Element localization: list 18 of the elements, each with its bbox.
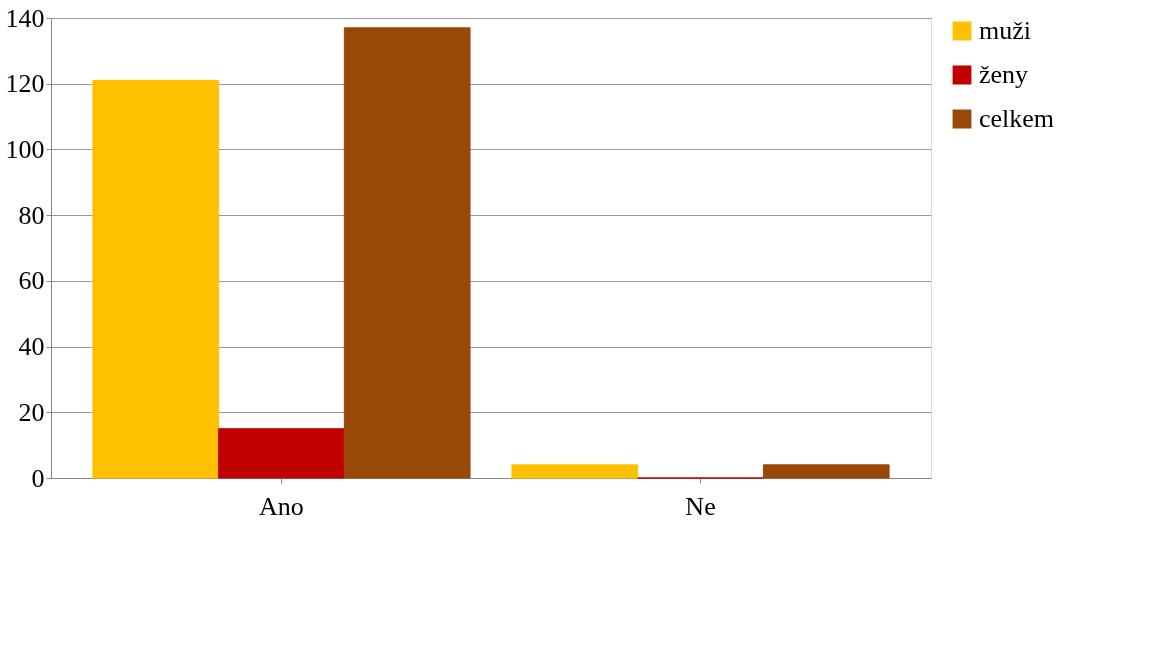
legend-label: celkem xyxy=(979,104,1055,133)
y-tick-label: 20 xyxy=(18,397,45,427)
bar xyxy=(762,464,890,479)
bar xyxy=(343,27,471,479)
x-tick-label: Ano xyxy=(259,491,304,521)
y-tick-label: 40 xyxy=(18,332,45,362)
y-tick-label: 120 xyxy=(5,69,45,99)
y-tick-label: 0 xyxy=(31,463,45,493)
x-tick-label: Ne xyxy=(685,491,716,521)
legend-label: muži xyxy=(979,16,1031,45)
y-tick-label: 60 xyxy=(18,266,45,296)
y-tick-label: 140 xyxy=(5,3,45,33)
bar xyxy=(92,79,220,479)
bar xyxy=(218,428,345,479)
y-tick-label: 80 xyxy=(18,200,45,230)
legend-label: ženy xyxy=(979,60,1029,89)
bar xyxy=(511,464,639,479)
y-tick-label: 100 xyxy=(5,134,45,164)
